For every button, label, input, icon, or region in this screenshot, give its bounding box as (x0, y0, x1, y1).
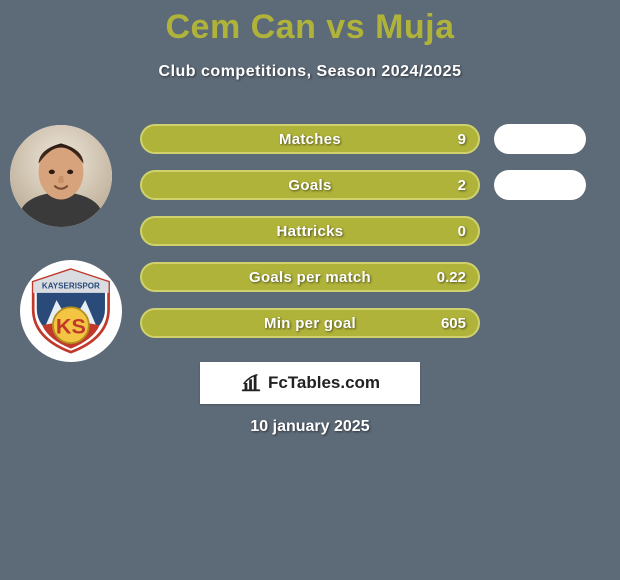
stat-pill: Matches 9 (140, 124, 480, 154)
stat-label: Hattricks (277, 223, 344, 240)
stat-pill: Goals 2 (140, 170, 480, 200)
subtitle: Club competitions, Season 2024/2025 (0, 63, 620, 81)
page-title: Cem Can vs Muja (0, 0, 620, 47)
stat-label: Goals per match (249, 269, 371, 286)
stat-label: Goals (288, 177, 331, 194)
stat-pill: Hattricks 0 (140, 216, 480, 246)
infographic-container: Cem Can vs Muja Club competitions, Seaso… (0, 0, 620, 580)
side-pill (494, 170, 586, 200)
stat-row: Matches 9 (0, 118, 620, 164)
brand-badge[interactable]: FcTables.com (200, 362, 420, 404)
stat-value-right: 0 (458, 223, 466, 240)
stat-value-right: 0.22 (437, 269, 466, 286)
brand-text: FcTables.com (268, 373, 380, 393)
stat-value-right: 9 (458, 131, 466, 148)
side-pill (494, 124, 586, 154)
stat-value-right: 605 (441, 315, 466, 332)
stat-pill: Min per goal 605 (140, 308, 480, 338)
date-text: 10 january 2025 (0, 418, 620, 436)
stat-row: Goals 2 (0, 164, 620, 210)
stat-value-right: 2 (458, 177, 466, 194)
stat-label: Min per goal (264, 315, 356, 332)
stat-row: Goals per match 0.22 (0, 256, 620, 302)
stat-pill: Goals per match 0.22 (140, 262, 480, 292)
stat-row: Min per goal 605 (0, 302, 620, 348)
chart-icon (240, 372, 262, 394)
stat-row: Hattricks 0 (0, 210, 620, 256)
stat-label: Matches (279, 131, 341, 148)
stats-list: Matches 9 Goals 2 Hattricks 0 Goals per match 0… (0, 118, 620, 348)
